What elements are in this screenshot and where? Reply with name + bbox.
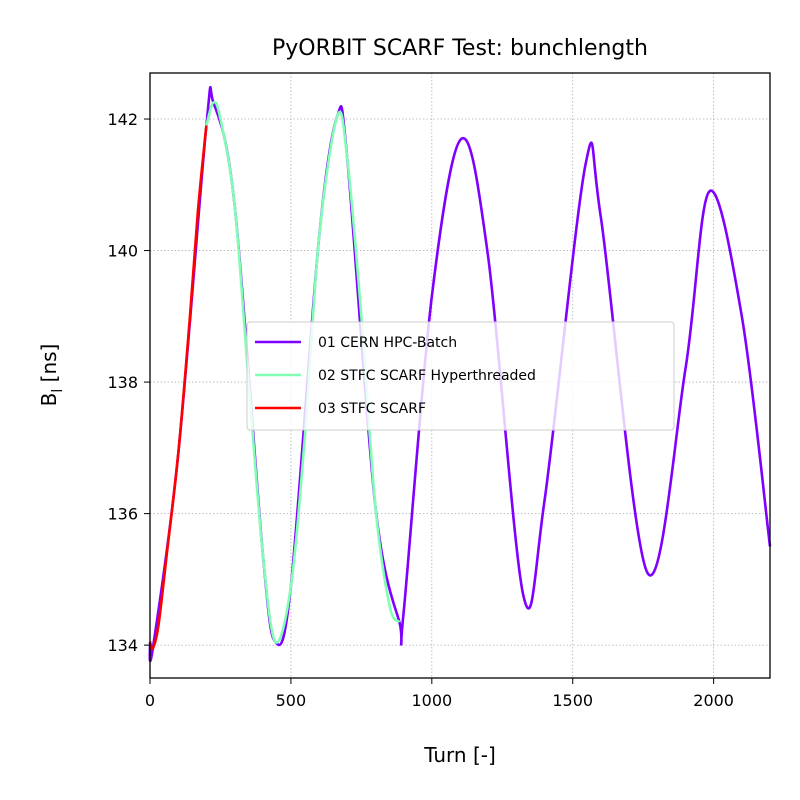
x-tick-label: 2000 (693, 691, 734, 710)
legend: 01 CERN HPC-Batch 02 STFC SCARF Hyperthre… (246, 321, 675, 431)
plot-frame (149, 72, 771, 679)
x-tick-label: 1500 (552, 691, 593, 710)
series-line-3 (148, 125, 208, 651)
y-tick-label: 136 (107, 505, 138, 524)
y-axis-label: Bl [ns] (37, 344, 66, 407)
y-axis-ticks: 134 136 138 140 142 (107, 110, 150, 655)
chart-title: PyORBIT SCARF Test: bunchlength (272, 36, 648, 61)
legend-box (246, 321, 675, 431)
x-tick-label: 0 (145, 691, 155, 710)
legend-label: 03 STFC SCARF (318, 401, 426, 417)
y-axis-label-unit: [ns] (37, 344, 61, 389)
legend-label: 02 STFC SCARF Hyperthreaded (318, 368, 536, 384)
y-tick-label: 142 (107, 110, 138, 129)
x-tick-label: 1000 (411, 691, 452, 710)
y-tick-label: 134 (107, 636, 138, 655)
y-axis-label-main: B (37, 393, 61, 407)
y-tick-label: 138 (107, 373, 138, 392)
y-axis-label-subscript: l (50, 389, 66, 393)
x-axis-ticks: 0 500 1000 1500 2000 (145, 678, 734, 710)
y-tick-label: 140 (107, 242, 138, 261)
x-tick-label: 500 (276, 691, 307, 710)
legend-label: 01 CERN HPC-Batch (318, 335, 457, 351)
x-axis-label: Turn [-] (423, 743, 496, 767)
